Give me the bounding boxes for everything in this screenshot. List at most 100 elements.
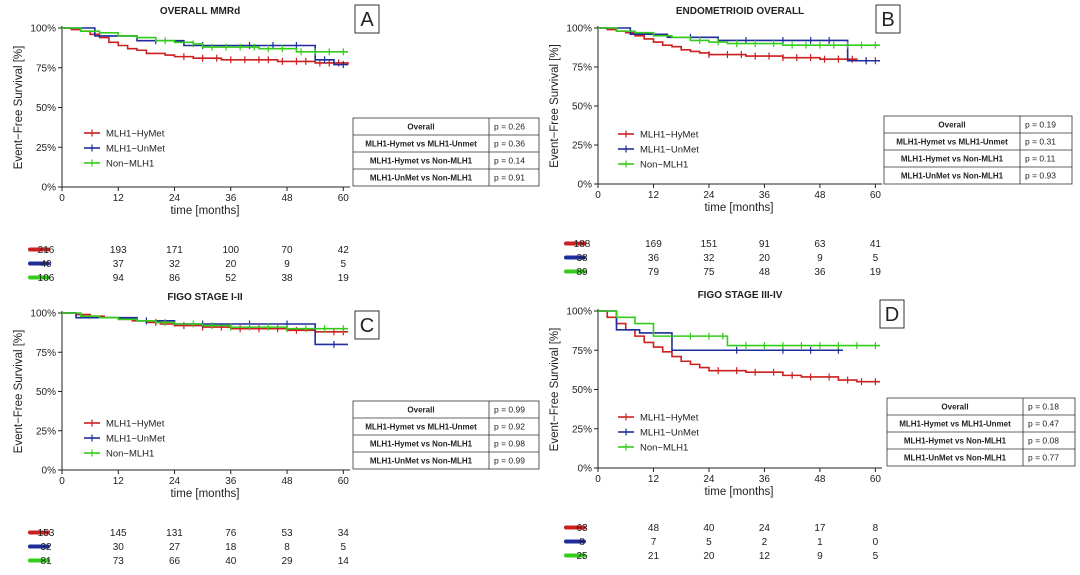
risk-count: 18 [225,542,237,553]
risk-count: 91 [759,239,771,250]
y-tick-label: 75% [572,346,592,357]
risk-count: 86 [169,273,181,284]
pvalue-header-value: p = 0.19 [1025,120,1056,130]
risk-count: 9 [817,551,823,562]
y-tick-label: 75% [572,63,592,74]
risk-count: 48 [759,267,771,278]
risk-count: 48 [648,523,660,534]
pvalue-value: p = 0.98 [494,439,525,449]
risk-count: 89 [576,267,588,278]
risk-count: 21 [648,551,660,562]
kaplan-meier-panel-a: OVERALL MMRd A 0% 25% 50% 75% 100% 0 12 24 36 48 60 t… [13,4,540,284]
pvalue-comparison: MLH1-Hymet vs Non-MLH1 [370,157,473,166]
pvalue-header-value: p = 0.18 [1028,402,1059,412]
pvalue-comparison: MLH1-UnMet vs Non-MLH1 [370,457,473,466]
risk-count: 5 [706,537,712,548]
panel-letter: A [360,9,374,31]
x-tick-label: 0 [59,476,65,487]
y-tick-label: 100% [566,307,592,318]
risk-count: 42 [338,245,350,256]
y-tick-label: 25% [572,424,592,435]
pvalue-comparison: MLH1-UnMet vs Non-MLH1 [901,172,1004,181]
risk-count: 0 [873,537,879,548]
pvalue-comparison: MLH1-Hymet vs MLH1-Unmet [365,140,477,149]
risk-count: 8 [284,542,290,553]
risk-count: 41 [870,239,882,250]
pvalue-comparison: MLH1-Hymet vs Non-MLH1 [904,437,1007,446]
legend-label: MLH1−UnMet [106,434,165,445]
legend-label: Non−MLH1 [640,443,688,454]
pvalue-value: p = 0.99 [494,456,525,466]
pvalue-comparison: MLH1-Hymet vs Non-MLH1 [370,440,473,449]
y-axis-label: Event−Free Survival [%] [13,330,25,454]
risk-count: 76 [225,528,237,539]
risk-count: 70 [281,245,293,256]
survival-curve-2 [598,310,880,347]
pvalue-comparison: MLH1-Hymet vs MLH1-Unmet [365,423,477,432]
risk-count: 193 [110,245,127,256]
risk-count: 24 [759,523,771,534]
risk-count: 53 [281,528,293,539]
x-tick-label: 48 [814,190,826,201]
risk-count: 36 [814,267,826,278]
y-tick-label: 50% [36,103,56,114]
chart-title: OVERALL MMRd [160,6,240,17]
y-tick-label: 25% [36,426,56,437]
panel-letter: B [881,9,894,31]
risk-count: 20 [225,259,237,270]
x-tick-label: 0 [595,190,601,201]
risk-count: 9 [817,253,823,264]
risk-count: 38 [281,273,293,284]
y-axis-label: Event−Free Survival [%] [549,328,561,452]
risk-count: 94 [113,273,125,284]
legend-label: MLH1−HyMet [106,129,165,140]
risk-count: 30 [113,542,125,553]
x-axis-label: time [months] [170,488,239,500]
chart-title: ENDOMETRIOID OVERALL [676,6,804,17]
risk-count: 14 [338,556,350,567]
pvalue-value: p = 0.08 [1028,436,1059,446]
y-tick-label: 0% [42,183,57,194]
y-tick-label: 75% [36,63,56,74]
risk-count: 75 [703,267,715,278]
x-tick-label: 12 [113,476,125,487]
risk-count: 100 [222,245,239,256]
survival-curve-0 [598,27,880,62]
pvalue-header-value: p = 0.99 [494,405,525,415]
y-tick-label: 25% [36,143,56,154]
risk-count: 5 [341,259,347,270]
y-tick-label: 100% [30,24,56,35]
y-tick-label: 75% [36,348,56,359]
y-tick-label: 50% [572,102,592,113]
legend-label: Non−MLH1 [640,160,688,171]
legend-label: MLH1−UnMet [640,428,699,439]
pvalue-header: Overall [938,121,965,130]
legend-label: MLH1−HyMet [640,130,699,141]
risk-count: 19 [338,273,350,284]
y-tick-label: 25% [572,141,592,152]
risk-count: 20 [759,253,771,264]
x-tick-label: 48 [281,193,293,204]
risk-count: 9 [284,259,290,270]
pvalue-value: p = 0.14 [494,156,525,166]
y-tick-label: 0% [42,466,57,477]
legend-label: MLH1−HyMet [640,413,699,424]
chart-title: FIGO STAGE I-II [167,292,243,303]
pvalue-value: p = 0.91 [494,173,525,183]
pvalue-value: p = 0.47 [1028,419,1059,429]
risk-count: 106 [38,273,55,284]
risk-count: 40 [703,523,715,534]
risk-count: 79 [648,267,660,278]
pvalue-header: Overall [407,123,434,132]
x-axis-label: time [months] [170,205,239,217]
y-tick-label: 0% [578,180,593,191]
x-tick-label: 12 [113,193,125,204]
risk-count: 25 [576,551,588,562]
x-tick-label: 60 [338,193,350,204]
y-tick-label: 100% [30,309,56,320]
risk-count: 36 [648,253,660,264]
kaplan-meier-panel-b: ENDOMETRIOID OVERALL B 0% 25% 50% 75% 100% 0 12 2… [549,4,1073,278]
survival-curve-2 [62,27,348,53]
chart-title: FIGO STAGE III-IV [698,290,783,301]
